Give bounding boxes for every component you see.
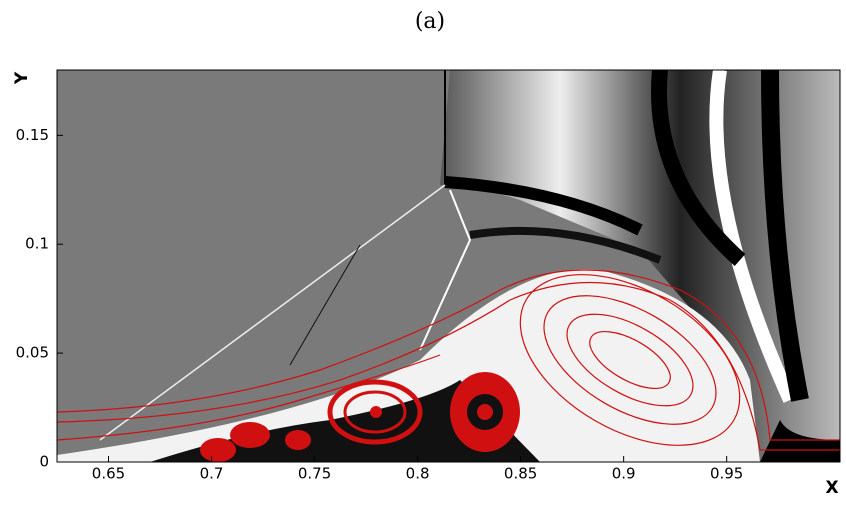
chart-title: (a) (415, 9, 445, 34)
x-tick-label: 0.85 (504, 465, 537, 483)
x-tick-label: 0.65 (92, 465, 125, 483)
x-tick-label: 0.8 (406, 465, 430, 483)
x-tick-label: 0.75 (298, 465, 331, 483)
flow-field (57, 70, 840, 462)
x-tick-label: 0.7 (200, 465, 224, 483)
x-axis-label: X (825, 478, 838, 498)
y-tick-label: 0.1 (25, 235, 49, 253)
y-tick-label: 0.15 (16, 126, 49, 144)
x-tick-label: 0.9 (612, 465, 636, 483)
plot-frame (56, 69, 841, 463)
y-axis-label: Y (12, 71, 32, 85)
y-tick-label: 0.05 (16, 344, 49, 362)
x-tick-label: 0.95 (710, 465, 743, 483)
y-tick-label: 0 (39, 453, 49, 471)
